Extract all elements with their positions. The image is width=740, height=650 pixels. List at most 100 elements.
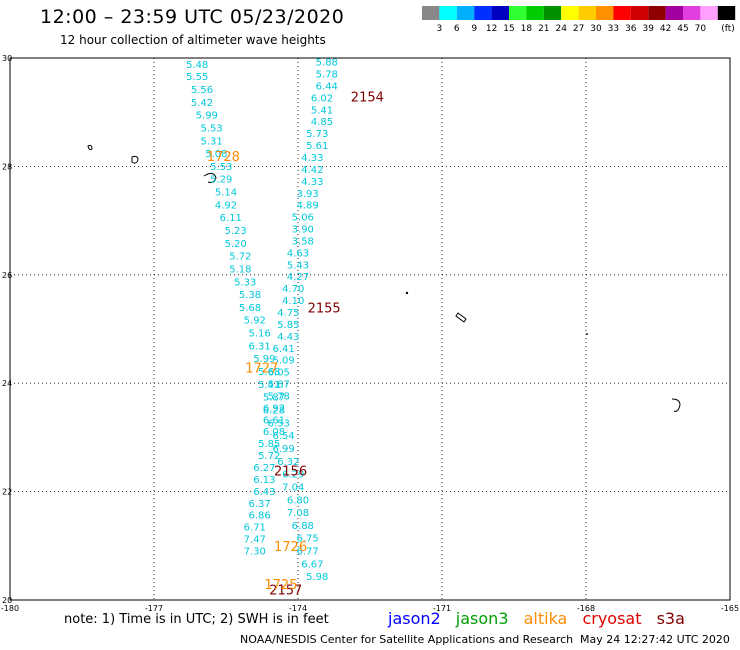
- swh-reading: 4.63: [287, 248, 309, 259]
- swh-reading: 7.30: [244, 546, 266, 557]
- legend-swatch: [648, 6, 666, 20]
- swh-reading: 6.28: [263, 406, 285, 417]
- pass-time-label: 2157: [269, 584, 302, 599]
- swh-reading: 5.43: [287, 260, 309, 271]
- swh-reading: 5.98: [306, 572, 328, 583]
- legend-label: 30: [590, 24, 602, 34]
- swh-reading: 5.99: [253, 354, 275, 365]
- swh-reading: 4.33: [301, 177, 323, 188]
- swh-reading: 6.44: [316, 81, 338, 92]
- sat-jason3: jason3: [455, 609, 509, 628]
- swh-reading: 5.41: [258, 380, 280, 391]
- swh-reading: 7.04: [282, 483, 304, 494]
- sat-s3a: s3a: [656, 609, 685, 628]
- swh-reading: 6.13: [253, 475, 275, 486]
- swh-reading: 5.14: [215, 188, 237, 199]
- lat-tick-label: 30: [2, 54, 12, 63]
- swh-reading: 7.08: [287, 508, 309, 519]
- swh-reading: 5.68: [258, 367, 280, 378]
- legend-label: 27: [573, 24, 584, 34]
- swh-reading: 5.72: [229, 252, 251, 263]
- lon-tick-label: -174: [289, 604, 307, 613]
- swh-reading: 6.29: [282, 470, 304, 481]
- island-dot: [586, 333, 588, 335]
- swh-reading: 6.99: [272, 444, 294, 455]
- swh-reading: 6.11: [220, 213, 242, 224]
- legend-label: 6: [454, 24, 460, 34]
- swh-reading: 4.89: [296, 201, 318, 212]
- swh-reading: 5.78: [268, 391, 290, 402]
- lat-tick-label: 24: [2, 379, 12, 388]
- swh-reading: 5.53: [200, 124, 222, 135]
- swh-reading: 6.27: [253, 463, 275, 474]
- pass-time-label: 2155: [308, 302, 341, 317]
- swh-reading: 5.23: [224, 226, 246, 237]
- map-frame: [9, 57, 731, 601]
- lat-tick-label: 20: [2, 596, 12, 605]
- legend-label: 36: [625, 24, 637, 34]
- swh-reading: 5.87: [263, 393, 285, 404]
- legend-label: 12: [486, 24, 497, 34]
- legend-swatch: [717, 6, 736, 20]
- swh-reading: 5.41: [311, 105, 333, 116]
- swh-reading: 4.42: [301, 165, 323, 176]
- swh-reading: 4.27: [287, 272, 309, 283]
- swh-reading: 5.99: [196, 111, 218, 122]
- island-outline: [131, 155, 139, 164]
- legend-unit: (ft): [721, 24, 735, 34]
- legend-swatch: [578, 6, 596, 20]
- swh-reading: 6.54: [272, 431, 294, 442]
- legend-swatch: [422, 6, 440, 20]
- swh-reading: 5.73: [306, 129, 328, 140]
- swh-reading: 4.75: [277, 308, 299, 319]
- swh-reading: 5.31: [200, 137, 222, 148]
- legend-swatch: [543, 6, 562, 20]
- legend-swatch: [596, 6, 614, 20]
- legend-label: 21: [538, 24, 549, 34]
- swh-reading: 6.61: [263, 415, 285, 426]
- swh-reading: 5.78: [316, 70, 338, 81]
- legend-swatch: [439, 6, 457, 20]
- swh-reading: 6.92: [263, 403, 285, 414]
- wave-height-legend: 3 6 9 12 15 18 21 24 27 30 33 36 39 42 45 70 (ft): [422, 6, 736, 34]
- map-subtitle: 12 hour collection of altimeter wave hei…: [60, 33, 326, 47]
- legend-swatch: [561, 6, 579, 20]
- sat-altika: altika: [523, 609, 568, 628]
- legend-swatch: [683, 6, 701, 20]
- swh-reading: 5.85: [258, 439, 280, 450]
- swh-reading: 7.47: [244, 535, 266, 546]
- pass-time-label: 1726: [274, 540, 307, 555]
- legend-label: 39: [642, 24, 654, 34]
- swh-reading: 6.75: [296, 533, 318, 544]
- lon-tick-label: -180: [1, 604, 19, 613]
- swh-reading: 5.06: [292, 213, 314, 224]
- lat-tick-label: 28: [2, 162, 12, 171]
- pass-time-label: 1728: [207, 150, 240, 165]
- legend-swatch: [526, 6, 544, 20]
- lon-tick-label: -165: [721, 604, 739, 613]
- island-outline: [203, 172, 217, 183]
- lon-tick-label: -168: [577, 604, 595, 613]
- swh-reading: 6.53: [268, 419, 290, 430]
- legend-swatch: [474, 6, 492, 20]
- swh-reading: 5.42: [191, 98, 213, 109]
- legend-label: 15: [503, 24, 514, 34]
- swh-reading: 5.18: [229, 265, 251, 276]
- swh-reading: 5.08: [205, 149, 227, 160]
- legend-label: 42: [660, 24, 671, 34]
- swh-reading: 5.53: [210, 162, 232, 173]
- swh-reading: 4.10: [282, 296, 304, 307]
- footnote: note: 1) Time is in UTC; 2) SWH is in fe…: [64, 612, 329, 627]
- swh-reading: 5.29: [210, 175, 232, 186]
- swh-reading: 6.80: [287, 496, 309, 507]
- pass-time-label: 2156: [274, 464, 307, 479]
- legend-swatch: [700, 6, 718, 20]
- swh-reading: 6.32: [277, 457, 299, 468]
- swh-reading: 3.58: [292, 236, 314, 247]
- swh-reading: 5.85: [277, 320, 299, 331]
- legend-label: 24: [555, 24, 567, 34]
- legend-label: 3: [437, 24, 443, 34]
- swh-reading: 5.61: [306, 141, 328, 152]
- map-title: 12:00 – 23:59 UTC 05/23/2020: [40, 6, 345, 28]
- swh-reading: 6.05: [268, 368, 290, 379]
